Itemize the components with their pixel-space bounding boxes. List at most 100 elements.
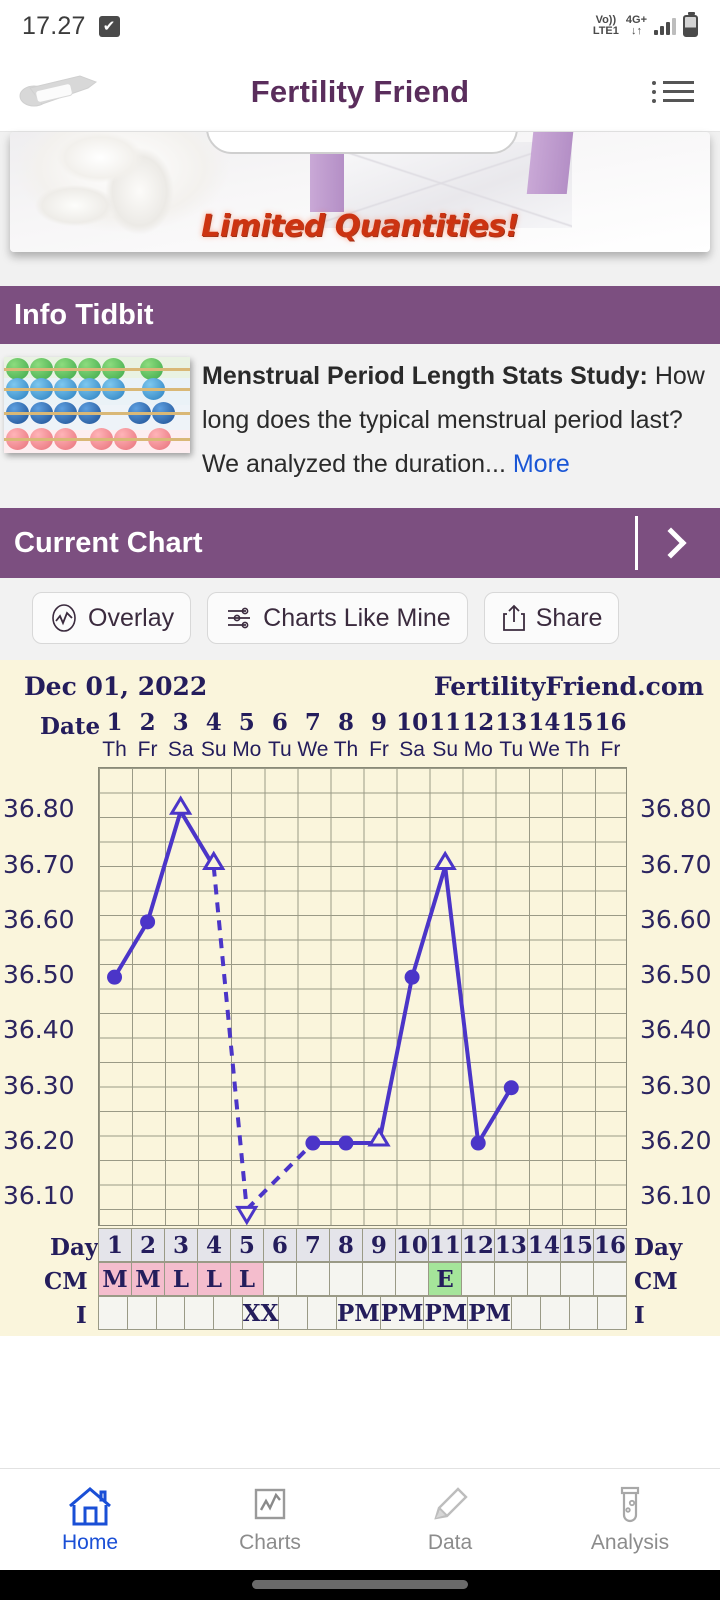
day-cell[interactable]: 14 <box>527 1228 561 1262</box>
intercourse-cell[interactable]: XX <box>242 1296 280 1330</box>
hamburger-menu-icon[interactable] <box>652 76 694 108</box>
charts-like-mine-button[interactable]: Charts Like Mine <box>207 592 468 644</box>
cm-cell[interactable]: M <box>98 1262 132 1296</box>
cm-cell[interactable] <box>495 1262 528 1296</box>
chevron-right-icon[interactable] <box>655 527 687 559</box>
day-cell[interactable]: 1 <box>98 1228 132 1262</box>
page-title: Fertility Friend <box>250 73 470 109</box>
charts-like-mine-label: Charts Like Mine <box>263 603 451 632</box>
i-row-label-left: I <box>76 1302 87 1329</box>
ad-banner[interactable]: Limited Quantities! <box>10 132 710 252</box>
date-number-cell: 10 <box>396 709 429 736</box>
nav-item-analysis[interactable]: Analysis <box>540 1469 720 1570</box>
day-cell[interactable]: 3 <box>164 1228 198 1262</box>
current-chart-next[interactable] <box>635 508 706 578</box>
y-tick-label-right: 36.40 <box>640 1015 712 1045</box>
day-cell[interactable]: 7 <box>296 1228 330 1262</box>
cm-cell[interactable] <box>297 1262 330 1296</box>
gift-ribbon-right <box>526 132 574 194</box>
day-cell[interactable]: 8 <box>329 1228 363 1262</box>
intercourse-cell[interactable] <box>598 1296 628 1330</box>
intercourse-cell[interactable]: PM <box>468 1296 513 1330</box>
share-button[interactable]: Share <box>483 592 620 644</box>
intercourse-cell[interactable] <box>156 1296 186 1330</box>
data-point-filled-circle <box>503 1080 519 1096</box>
series-segment <box>112 920 150 979</box>
day-cell[interactable]: 13 <box>494 1228 528 1262</box>
intercourse-cell[interactable] <box>98 1296 128 1330</box>
cm-cell[interactable]: M <box>132 1262 165 1296</box>
current-chart-title: Current Chart <box>14 526 203 559</box>
y-tick-label-left: 36.80 <box>3 794 75 824</box>
cm-cell[interactable]: L <box>231 1262 264 1296</box>
current-chart-header[interactable]: Current Chart <box>0 508 720 578</box>
intercourse-cell[interactable] <box>540 1296 570 1330</box>
day-cell[interactable]: 4 <box>197 1228 231 1262</box>
cm-cell[interactable] <box>594 1262 627 1296</box>
intercourse-cell[interactable] <box>214 1296 243 1330</box>
cm-row-label-right: CM <box>634 1268 678 1295</box>
date-number-cell: 8 <box>329 709 362 736</box>
date-number: 11 <box>429 709 462 736</box>
day-cell[interactable]: 2 <box>131 1228 165 1262</box>
weekday-cell: Su <box>197 738 230 762</box>
intercourse-cell[interactable]: PM <box>380 1296 425 1330</box>
home-indicator <box>0 1570 720 1600</box>
date-row-label: Date <box>40 713 101 740</box>
cm-cell[interactable] <box>528 1262 561 1296</box>
nav-label-data: Data <box>427 1531 473 1554</box>
intercourse-cell[interactable] <box>569 1296 599 1330</box>
info-tidbit-header: Info Tidbit <box>0 286 720 344</box>
y-tick-label-left: 36.70 <box>3 849 75 879</box>
cm-cell[interactable]: L <box>198 1262 231 1296</box>
intercourse-cell[interactable] <box>512 1296 541 1330</box>
day-cell[interactable]: 10 <box>395 1228 429 1262</box>
day-cell[interactable]: 16 <box>593 1228 627 1262</box>
cm-cell[interactable]: L <box>165 1262 198 1296</box>
cm-cell[interactable] <box>264 1262 297 1296</box>
cm-cell[interactable]: E <box>429 1262 462 1296</box>
date-number: 7 <box>304 709 321 736</box>
intercourse-row: XX PM PM PM PM <box>98 1296 628 1330</box>
ad-banner-region[interactable]: Limited Quantities! <box>0 132 720 286</box>
share-button-label: Share <box>535 603 603 632</box>
day-cell[interactable]: 5 <box>230 1228 264 1262</box>
intercourse-cell[interactable]: PM <box>424 1296 469 1330</box>
info-tidbit-more-link[interactable]: More <box>512 450 570 478</box>
weekday-label: Th <box>102 738 127 761</box>
cm-cell[interactable] <box>330 1262 363 1296</box>
data-point-open-triangle-up <box>367 1127 391 1147</box>
y-tick-label-left: 36.60 <box>3 904 75 934</box>
status-bar: 17.27 ✔ Vo)) LTE1 4G+ ↓↑ <box>0 0 720 52</box>
day-cell[interactable]: 12 <box>461 1228 495 1262</box>
data-point-open-triangle-up <box>169 795 193 815</box>
info-tidbit-card[interactable]: Menstrual Period Length Stats Study: How… <box>0 344 720 508</box>
nav-item-data[interactable]: Data <box>360 1469 540 1570</box>
data-point-filled-circle <box>338 1135 354 1151</box>
intercourse-cell[interactable] <box>185 1296 214 1330</box>
date-number: 2 <box>139 709 156 736</box>
day-cell[interactable]: 11 <box>428 1228 462 1262</box>
intercourse-cell[interactable]: PM <box>336 1296 381 1330</box>
date-number-cell: 7 <box>296 709 329 736</box>
cm-cell[interactable] <box>462 1262 495 1296</box>
day-cell[interactable]: 6 <box>263 1228 297 1262</box>
day-cell[interactable]: 15 <box>560 1228 594 1262</box>
cm-cell[interactable] <box>363 1262 396 1296</box>
nav-label-charts: Charts <box>239 1531 301 1554</box>
bbt-series <box>107 795 519 1226</box>
nav-item-home[interactable]: Home <box>0 1469 180 1570</box>
date-number-cell: 9 <box>363 709 396 736</box>
day-cell[interactable]: 9 <box>362 1228 396 1262</box>
nav-item-charts[interactable]: Charts <box>180 1469 360 1570</box>
cm-cell[interactable] <box>561 1262 594 1296</box>
overlay-button[interactable]: Overlay <box>32 592 192 644</box>
intercourse-cell[interactable] <box>279 1296 309 1330</box>
data-point-filled-circle <box>404 969 420 985</box>
intercourse-cell[interactable] <box>127 1296 157 1330</box>
intercourse-cell[interactable] <box>308 1296 337 1330</box>
date-number-cell: 15 <box>561 709 594 736</box>
cm-cell[interactable] <box>396 1262 429 1296</box>
chart-plot-area[interactable]: 36.80 36.70 36.60 36.50 36.40 36.30 36.20 36.10… <box>3 767 712 1226</box>
